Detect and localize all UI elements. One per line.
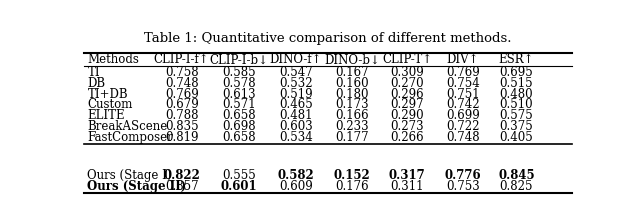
- Text: 0.753: 0.753: [446, 180, 480, 193]
- Text: 0.290: 0.290: [390, 109, 424, 122]
- Text: 0.173: 0.173: [335, 99, 369, 111]
- Text: CLIP-I-b↓: CLIP-I-b↓: [209, 53, 268, 66]
- Text: 0.167: 0.167: [335, 66, 369, 79]
- Text: 0.166: 0.166: [335, 109, 369, 122]
- Text: Ours (Stage II): Ours (Stage II): [88, 180, 187, 193]
- Text: 0.515: 0.515: [500, 77, 533, 90]
- Text: 0.160: 0.160: [335, 77, 369, 90]
- Text: 0.722: 0.722: [446, 120, 479, 133]
- Text: TI: TI: [88, 66, 100, 79]
- Text: 0.754: 0.754: [446, 77, 480, 90]
- Text: 0.822: 0.822: [163, 169, 200, 182]
- Text: 0.309: 0.309: [390, 66, 424, 79]
- Text: 0.571: 0.571: [222, 99, 255, 111]
- Text: 0.465: 0.465: [279, 99, 312, 111]
- Text: Table 1: Quantitative comparison of different methods.: Table 1: Quantitative comparison of diff…: [144, 32, 512, 46]
- Text: 0.699: 0.699: [446, 109, 480, 122]
- Text: DIV↑: DIV↑: [447, 53, 479, 66]
- Text: 0.177: 0.177: [335, 131, 369, 144]
- Text: 0.176: 0.176: [335, 180, 369, 193]
- Text: 0.742: 0.742: [446, 99, 480, 111]
- Text: 0.296: 0.296: [390, 88, 424, 101]
- Text: 0.311: 0.311: [390, 180, 424, 193]
- Text: Methods: Methods: [88, 53, 140, 66]
- Text: 0.578: 0.578: [222, 77, 255, 90]
- Text: 0.751: 0.751: [446, 88, 480, 101]
- Text: BreakAScene: BreakAScene: [88, 120, 168, 133]
- Text: 0.857: 0.857: [165, 180, 198, 193]
- Text: 0.180: 0.180: [335, 88, 369, 101]
- Text: 0.679: 0.679: [165, 99, 198, 111]
- Text: 0.748: 0.748: [165, 77, 198, 90]
- Text: 0.555: 0.555: [222, 169, 255, 182]
- Text: 0.835: 0.835: [165, 120, 198, 133]
- Text: 0.758: 0.758: [165, 66, 198, 79]
- Text: 0.582: 0.582: [277, 169, 314, 182]
- Text: 0.532: 0.532: [279, 77, 312, 90]
- Text: 0.695: 0.695: [500, 66, 533, 79]
- Text: 0.698: 0.698: [222, 120, 255, 133]
- Text: Custom: Custom: [88, 99, 133, 111]
- Text: 0.769: 0.769: [446, 66, 480, 79]
- Text: 0.266: 0.266: [390, 131, 424, 144]
- Text: 0.317: 0.317: [389, 169, 426, 182]
- Text: 0.405: 0.405: [500, 131, 533, 144]
- Text: 0.375: 0.375: [500, 120, 533, 133]
- Text: DINO-f↑: DINO-f↑: [269, 53, 322, 66]
- Text: 0.270: 0.270: [390, 77, 424, 90]
- Text: DB: DB: [88, 77, 106, 90]
- Text: 0.748: 0.748: [446, 131, 480, 144]
- Text: CLIP-I-f↑: CLIP-I-f↑: [154, 53, 209, 66]
- Text: TI+DB: TI+DB: [88, 88, 128, 101]
- Text: 0.819: 0.819: [165, 131, 198, 144]
- Text: 0.769: 0.769: [165, 88, 198, 101]
- Text: 0.233: 0.233: [335, 120, 369, 133]
- Text: 0.297: 0.297: [390, 99, 424, 111]
- Text: 0.547: 0.547: [279, 66, 312, 79]
- Text: 0.575: 0.575: [500, 109, 533, 122]
- Text: 0.845: 0.845: [498, 169, 535, 182]
- Text: 0.788: 0.788: [165, 109, 198, 122]
- Text: 0.601: 0.601: [220, 180, 257, 193]
- Text: 0.658: 0.658: [222, 109, 255, 122]
- Text: DINO-b↓: DINO-b↓: [324, 53, 380, 66]
- Text: 0.603: 0.603: [279, 120, 312, 133]
- Text: 0.481: 0.481: [279, 109, 312, 122]
- Text: 0.534: 0.534: [279, 131, 312, 144]
- Text: 0.519: 0.519: [279, 88, 312, 101]
- Text: 0.585: 0.585: [222, 66, 255, 79]
- Text: ESR↑: ESR↑: [499, 53, 534, 66]
- Text: 0.480: 0.480: [500, 88, 533, 101]
- Text: 0.776: 0.776: [445, 169, 481, 182]
- Text: ELITE: ELITE: [88, 109, 125, 122]
- Text: FastComposer: FastComposer: [88, 131, 173, 144]
- Text: 0.658: 0.658: [222, 131, 255, 144]
- Text: CLIP-T↑: CLIP-T↑: [382, 53, 433, 66]
- Text: 0.273: 0.273: [390, 120, 424, 133]
- Text: Ours (Stage I): Ours (Stage I): [88, 169, 172, 182]
- Text: 0.152: 0.152: [333, 169, 370, 182]
- Text: 0.510: 0.510: [500, 99, 533, 111]
- Text: 0.825: 0.825: [500, 180, 533, 193]
- Text: 0.609: 0.609: [279, 180, 312, 193]
- Text: 0.613: 0.613: [222, 88, 255, 101]
